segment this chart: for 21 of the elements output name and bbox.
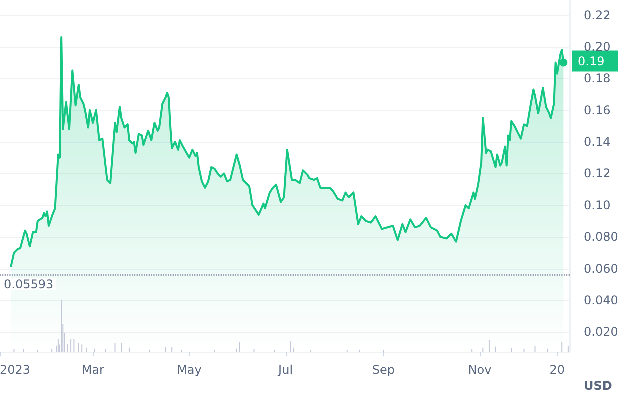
y-tick-label: 0.14 (584, 135, 611, 150)
x-tick-label: Sep (372, 363, 395, 377)
y-tick-label: 0.12 (584, 166, 611, 181)
y-tick-label: 0.060 (584, 262, 618, 276)
y-tick-label: 0.040 (584, 294, 618, 308)
y-tick-label: 0.080 (584, 230, 618, 244)
y-tick-label: 0.16 (584, 103, 611, 118)
y-tick-label: 0.22 (584, 8, 611, 22)
x-tick-label: Mar (82, 363, 105, 377)
x-tick-label: Nov (468, 363, 492, 377)
x-tick-label: Jul (278, 363, 294, 377)
x-tick-label: 2023 (0, 363, 31, 377)
x-tick-label: 20 (550, 363, 566, 377)
y-axis-title: USD (584, 379, 612, 393)
ref-line-label: 0.05593 (4, 277, 54, 292)
y-tick-label: 0.020 (584, 325, 618, 340)
y-tick-label: 0.20 (584, 40, 611, 54)
y-tick-label: 0.18 (584, 72, 611, 86)
y-tick-label: 0.10 (584, 198, 611, 212)
annotation: 0.19 (578, 54, 605, 68)
x-tick-label: May (177, 363, 202, 377)
